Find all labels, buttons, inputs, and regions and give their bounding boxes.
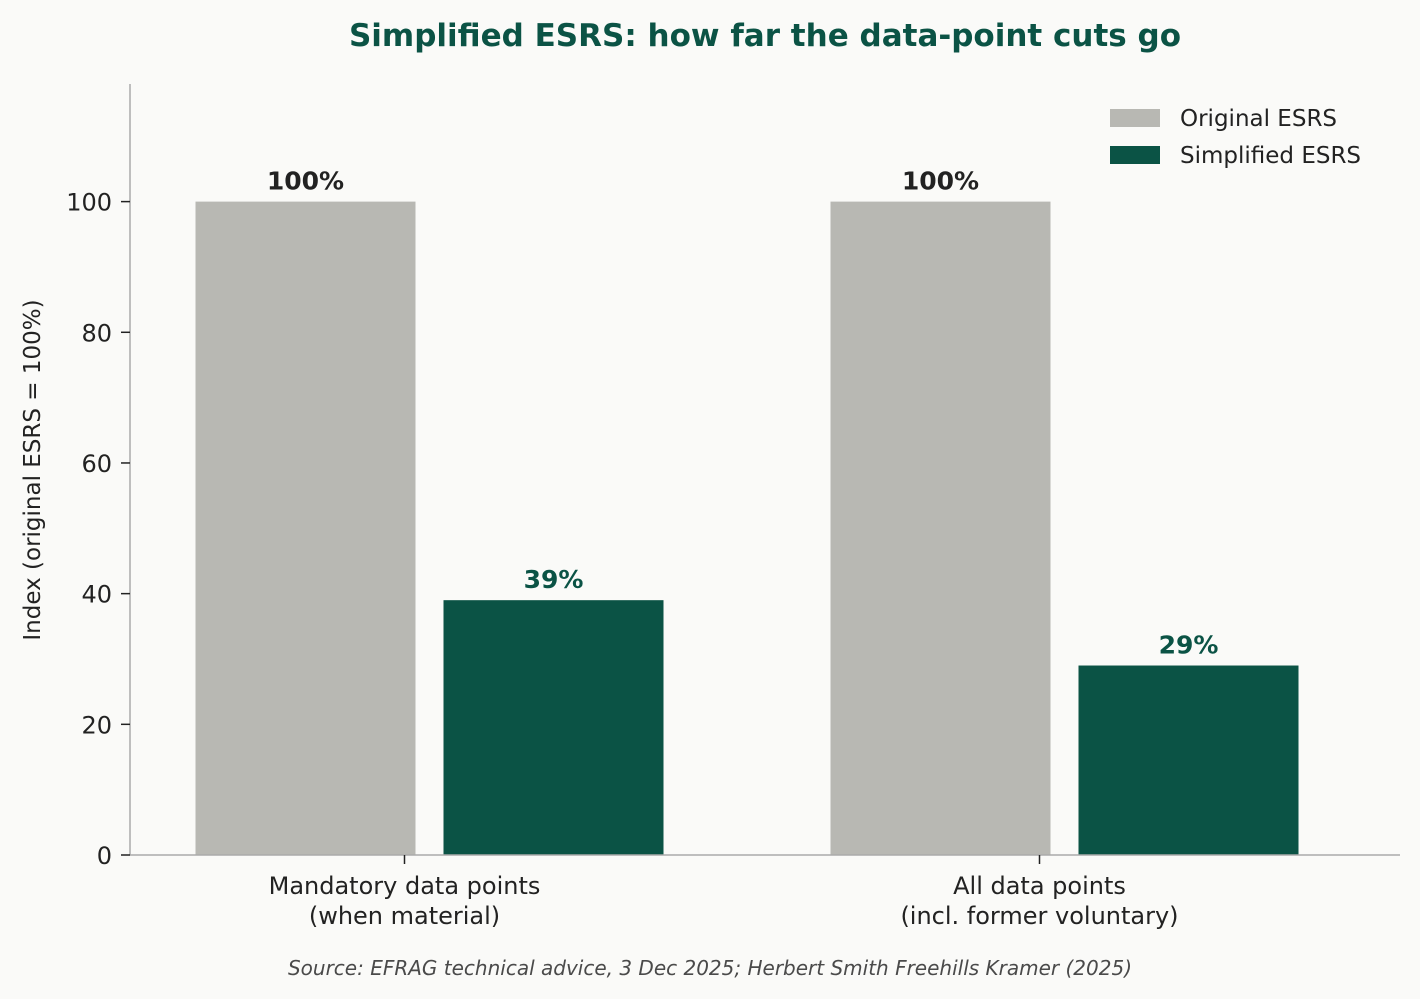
- y-tick-label: 60: [81, 450, 112, 478]
- x-tick-label-line: (incl. former voluntary): [900, 902, 1178, 930]
- x-tick-label-line: All data points: [953, 872, 1126, 900]
- legend-label-original: Original ESRS: [1180, 106, 1337, 132]
- x-ticks: Mandatory data points (when material) All …: [269, 855, 1179, 930]
- bar-original-1: [830, 201, 1051, 855]
- bar-value-label-original-0: 100%: [267, 167, 344, 196]
- bars: [195, 201, 1299, 855]
- y-axis-label: Index (original ESRS = 100%): [20, 299, 46, 640]
- bar-simplified-1: [1078, 665, 1299, 855]
- y-ticks: 0 20 40 60 80 100: [66, 189, 130, 870]
- bar-value-label-original-1: 100%: [902, 167, 979, 196]
- bar-value-label-simplified-0: 39%: [524, 565, 584, 594]
- source-note: Source: EFRAG technical advice, 3 Dec 20…: [288, 956, 1132, 980]
- y-tick-label: 20: [81, 711, 112, 739]
- x-tick-label-line: (when material): [309, 902, 500, 930]
- bar-original-0: [195, 201, 416, 855]
- y-tick-label: 0: [97, 842, 112, 870]
- legend-swatch-simplified: [1110, 146, 1160, 164]
- legend-swatch-original: [1110, 109, 1160, 127]
- chart-title: Simplified ESRS: how far the data-point …: [349, 18, 1181, 54]
- bar-value-label-simplified-1: 29%: [1159, 631, 1219, 660]
- x-tick-label-1: All data points (incl. former voluntary): [900, 872, 1178, 930]
- x-tick-label-line: Mandatory data points: [269, 872, 541, 900]
- y-tick-label: 100: [66, 189, 112, 217]
- legend: Original ESRS Simplified ESRS: [1110, 106, 1361, 169]
- legend-label-simplified: Simplified ESRS: [1180, 143, 1361, 169]
- bar-labels: 100% 39% 100% 29%: [267, 167, 1219, 660]
- y-tick-label: 40: [81, 581, 112, 609]
- x-tick-label-0: Mandatory data points (when material): [269, 872, 541, 930]
- bar-simplified-0: [443, 600, 664, 855]
- y-tick-label: 80: [81, 319, 112, 347]
